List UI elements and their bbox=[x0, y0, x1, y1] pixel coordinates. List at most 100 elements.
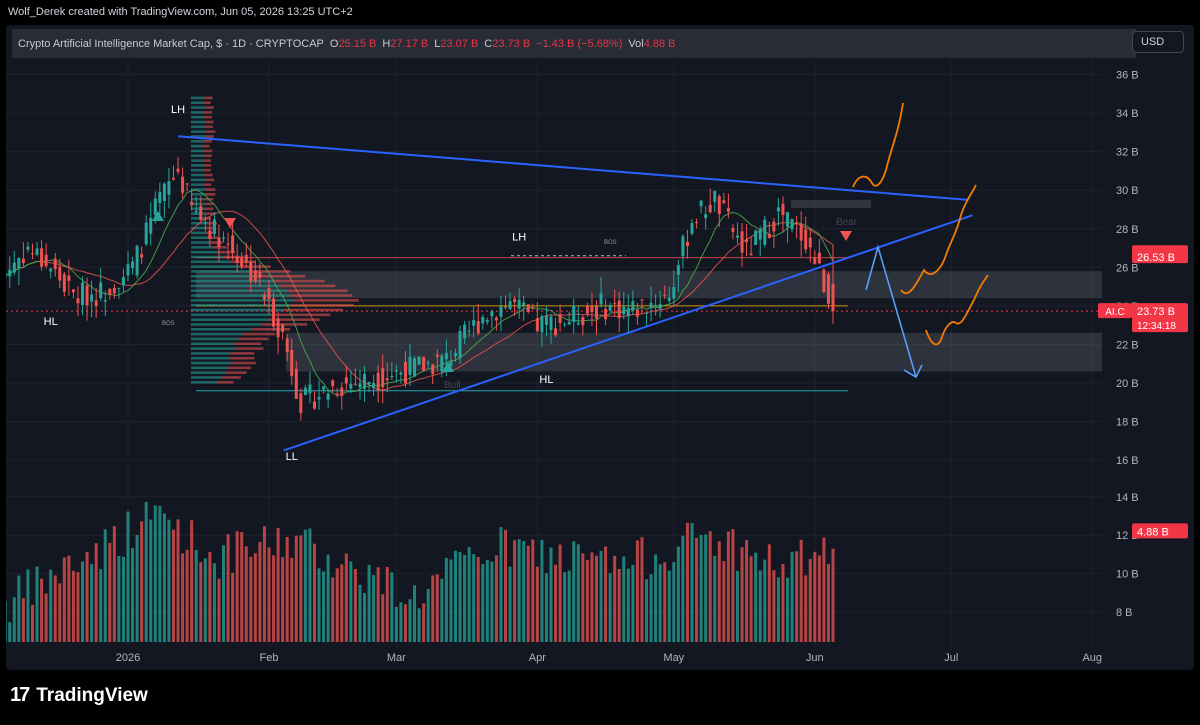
candle-body bbox=[691, 223, 694, 234]
volume-bar bbox=[409, 599, 412, 642]
candle-body bbox=[659, 304, 662, 309]
volume-profile-bar bbox=[191, 241, 210, 244]
candle-body bbox=[363, 374, 366, 389]
volume-bar bbox=[349, 561, 352, 642]
candle-body bbox=[26, 247, 29, 250]
candle-body bbox=[322, 386, 325, 389]
tradingview-logo[interactable]: 17 TradingView bbox=[10, 684, 148, 707]
volume-bar bbox=[481, 564, 484, 642]
countdown-label: 12:34:18 bbox=[1137, 321, 1176, 332]
candle-body bbox=[777, 207, 780, 211]
volume-bar bbox=[167, 520, 170, 642]
volume-profile-bar bbox=[206, 188, 215, 191]
candle-body bbox=[318, 397, 321, 400]
volume-bar bbox=[26, 569, 29, 642]
candle-body bbox=[609, 305, 612, 310]
volume-bar bbox=[45, 593, 48, 642]
volume-profile-bar bbox=[191, 130, 206, 133]
candle-body bbox=[586, 305, 589, 313]
volume-bar bbox=[418, 608, 421, 642]
volume-bar bbox=[577, 544, 580, 642]
candle-body bbox=[67, 276, 70, 281]
volume-profile-bar bbox=[290, 304, 353, 307]
volume-bar bbox=[681, 536, 684, 642]
volume-bar bbox=[686, 523, 689, 642]
candle-body bbox=[104, 300, 107, 302]
volume-bar bbox=[513, 540, 516, 642]
volume-bar bbox=[213, 563, 216, 642]
volume-bar bbox=[327, 555, 330, 642]
volume-bar bbox=[413, 585, 416, 642]
candle-body bbox=[604, 309, 607, 319]
candle-body bbox=[254, 270, 257, 281]
candle-body bbox=[540, 316, 543, 332]
volume-profile-bar bbox=[276, 314, 330, 317]
volume-bar bbox=[700, 535, 703, 642]
candle-body bbox=[468, 331, 471, 332]
candle-body bbox=[386, 378, 389, 380]
candle-body bbox=[427, 363, 430, 364]
candle-body bbox=[277, 318, 280, 337]
volume-bar bbox=[163, 513, 166, 642]
candle-body bbox=[117, 288, 120, 289]
volume-bar bbox=[718, 541, 721, 642]
volume-bar bbox=[345, 554, 348, 642]
volume-bar bbox=[113, 526, 116, 642]
volume-profile-bar bbox=[191, 367, 228, 370]
volume-bar bbox=[645, 579, 648, 642]
volume-profile-bar bbox=[191, 294, 290, 297]
bear-signal-marker bbox=[224, 218, 236, 228]
candle-body bbox=[595, 305, 598, 318]
price-chart[interactable]: 2026 Feb Mar Apr May Jun Jul Aug8 B10 B12 B14 B… bbox=[6, 25, 1194, 670]
small-label-bull: Bull bbox=[444, 380, 461, 391]
y-tick-label: 32 B bbox=[1116, 147, 1139, 159]
volume-bar bbox=[640, 537, 643, 642]
candle-body bbox=[518, 300, 521, 309]
volume-bar bbox=[158, 506, 161, 642]
chart-panel[interactable]: 2026 Feb Mar Apr May Jun Jul Aug 8 B 10 B 12 B 14 B… bbox=[6, 25, 1194, 670]
volume-bar bbox=[668, 571, 671, 642]
candle-body bbox=[58, 267, 61, 281]
candle-body bbox=[445, 353, 448, 359]
candle-body bbox=[172, 178, 175, 180]
candle-body bbox=[718, 196, 721, 214]
candle-body bbox=[76, 298, 79, 303]
candle-body bbox=[272, 298, 275, 326]
volume-bar bbox=[268, 547, 271, 642]
candle-body bbox=[600, 293, 603, 304]
volume-bar bbox=[199, 562, 202, 642]
volume-bar bbox=[777, 577, 780, 642]
volume-bar bbox=[354, 569, 357, 642]
candle-body bbox=[490, 311, 493, 316]
volume-bar bbox=[177, 519, 180, 642]
orange-projection-path bbox=[853, 103, 903, 187]
candle-body bbox=[800, 224, 803, 241]
candle-body bbox=[627, 308, 630, 316]
volume-profile-bar bbox=[191, 381, 217, 384]
volume-bar bbox=[231, 573, 234, 642]
candle-body bbox=[804, 230, 807, 250]
x-tick-label: 2026 bbox=[116, 652, 140, 664]
volume-profile-bar bbox=[191, 251, 218, 254]
candle-body bbox=[640, 299, 643, 300]
candle-body bbox=[22, 259, 25, 263]
volume-bar bbox=[236, 531, 239, 642]
volume-profile-bar bbox=[204, 140, 212, 143]
candle-body bbox=[17, 258, 20, 269]
candle-body bbox=[772, 222, 775, 232]
volume-bar bbox=[745, 540, 748, 642]
currency-button[interactable]: USD bbox=[1132, 31, 1184, 53]
volume-profile-bar bbox=[191, 289, 287, 292]
volume-profile-bar bbox=[235, 347, 263, 350]
volume-profile-bar bbox=[191, 198, 205, 201]
volume-profile-bar bbox=[204, 111, 212, 114]
volume-bar bbox=[99, 569, 102, 642]
x-tick-label: Feb bbox=[260, 652, 279, 664]
volume-bar bbox=[600, 551, 603, 642]
candle-body bbox=[568, 322, 571, 324]
volume-bar bbox=[258, 542, 261, 642]
volume-profile-bar bbox=[230, 357, 255, 360]
y-tick-label: 18 B bbox=[1116, 417, 1139, 429]
volume-profile-bar bbox=[262, 323, 307, 326]
volume-bar bbox=[76, 572, 79, 642]
